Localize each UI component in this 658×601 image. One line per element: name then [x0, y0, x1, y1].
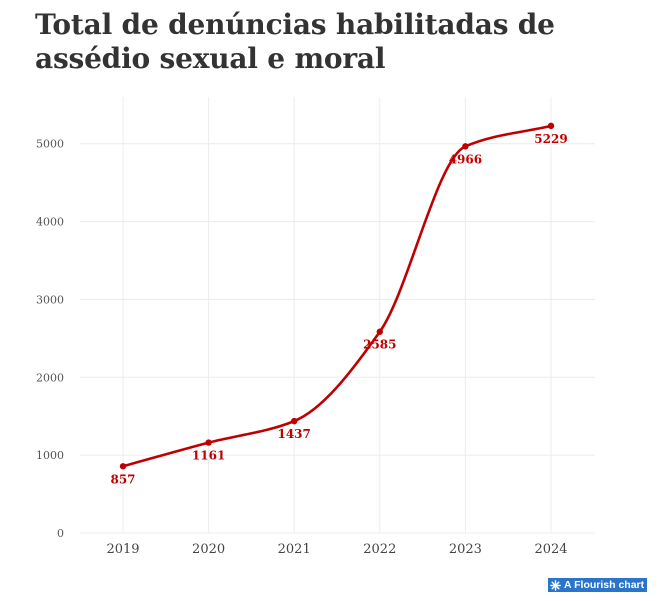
data-label: 4966: [449, 152, 482, 166]
y-tick-label: 3000: [36, 293, 64, 306]
y-tick-label: 0: [57, 527, 64, 540]
flourish-credit[interactable]: A Flourish chart: [548, 578, 648, 592]
y-tick-label: 1000: [36, 449, 64, 462]
y-tick-label: 4000: [36, 216, 64, 229]
data-point: [376, 328, 383, 335]
y-tick-label: 2000: [36, 371, 64, 384]
data-point: [205, 439, 212, 446]
page-title: Total de denúncias habilitadas de assédi…: [35, 8, 555, 75]
flourish-logo-icon: [550, 579, 561, 591]
y-tick-label: 5000: [36, 138, 64, 151]
flourish-credit-label: A Flourish chart: [564, 579, 645, 591]
data-points: [119, 122, 555, 470]
x-tick-label: 2020: [192, 542, 225, 557]
x-tick-label: 2024: [534, 542, 567, 557]
x-tick-label: 2022: [363, 542, 396, 557]
x-tick-label: 2019: [106, 542, 139, 557]
data-point: [462, 143, 469, 150]
data-point: [119, 463, 127, 470]
data-label: 1161: [192, 449, 225, 463]
x-axis: 2019 2020 2021 2022 2023 2024: [106, 542, 567, 557]
data-label: 5229: [534, 132, 567, 146]
data-labels: 857 1161 1437 2585 4966 5229: [110, 132, 567, 486]
data-label: 2585: [363, 338, 396, 352]
data-label: 857: [110, 472, 135, 486]
x-tick-label: 2023: [449, 542, 482, 557]
data-point: [291, 417, 298, 425]
data-label: 1437: [277, 427, 310, 441]
y-axis: 0 1000 2000 3000 4000 5000: [36, 138, 64, 540]
data-point: [547, 122, 555, 130]
grid-layer: [80, 97, 595, 534]
series-line: [122, 124, 552, 468]
x-tick-label: 2021: [278, 542, 311, 557]
